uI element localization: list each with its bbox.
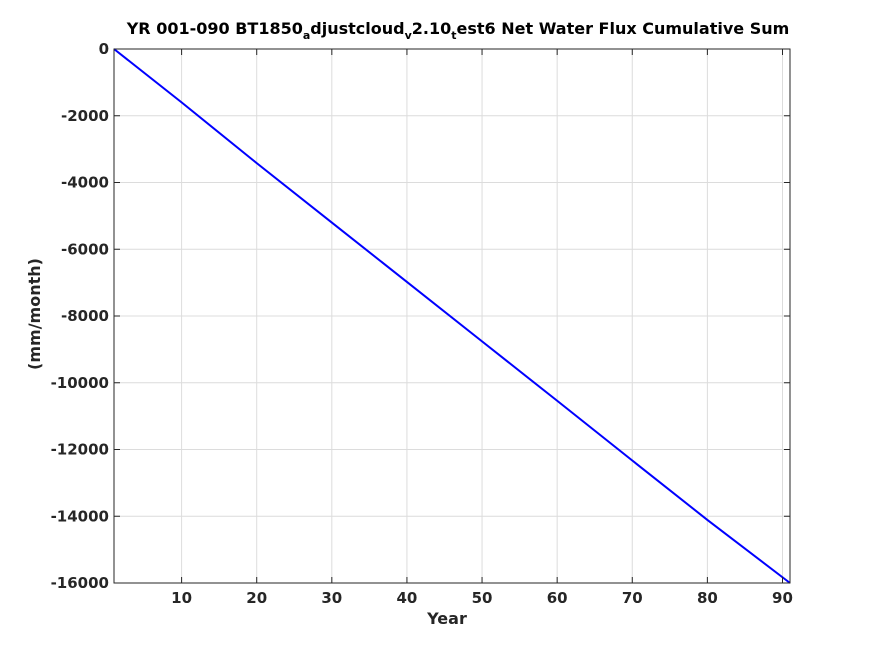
title-subscript: a <box>303 29 310 42</box>
x-tick-label: 10 <box>171 589 192 607</box>
y-tick-label: -6000 <box>61 240 109 258</box>
title-segment: djustcloud <box>310 19 404 38</box>
chart-title: YR 001-090 BT1850adjustcloudv2.10test6 N… <box>126 19 790 42</box>
y-tick-label: -14000 <box>51 507 109 525</box>
x-tick-label: 70 <box>622 589 643 607</box>
y-tick-label: -8000 <box>61 307 109 325</box>
y-tick-label: -12000 <box>51 441 109 459</box>
y-axis-label: (mm/month) <box>25 258 44 370</box>
title-segment: 2.10 <box>412 19 451 38</box>
x-tick-label: 20 <box>246 589 267 607</box>
y-tick-label: 0 <box>99 40 109 58</box>
ticks: 10 20 30 40 50 60 70 80 90 0 -2000 -4000 -6000 -8000 -… <box>51 40 793 607</box>
y-tick-label: -2000 <box>61 107 109 125</box>
x-tick-label: 50 <box>472 589 493 607</box>
y-tick-label: -16000 <box>51 574 109 592</box>
x-tick-label: 90 <box>772 589 793 607</box>
y-tick-label: -10000 <box>51 374 109 392</box>
x-tick-label: 40 <box>396 589 417 607</box>
series-layer <box>113 48 791 584</box>
title-subscript: v <box>405 29 413 42</box>
x-tick-label: 30 <box>321 589 342 607</box>
x-tick-label: 60 <box>547 589 568 607</box>
title-segment: YR 001-090 BT1850 <box>126 19 303 38</box>
y-tick-label: -4000 <box>61 174 109 192</box>
x-tick-label: 80 <box>697 589 718 607</box>
title-subscript: t <box>451 29 456 42</box>
series-line <box>113 48 791 584</box>
x-axis-label: Year <box>426 609 467 628</box>
title-segment: est6 Net Water Flux Cumulative Sum <box>457 19 790 38</box>
